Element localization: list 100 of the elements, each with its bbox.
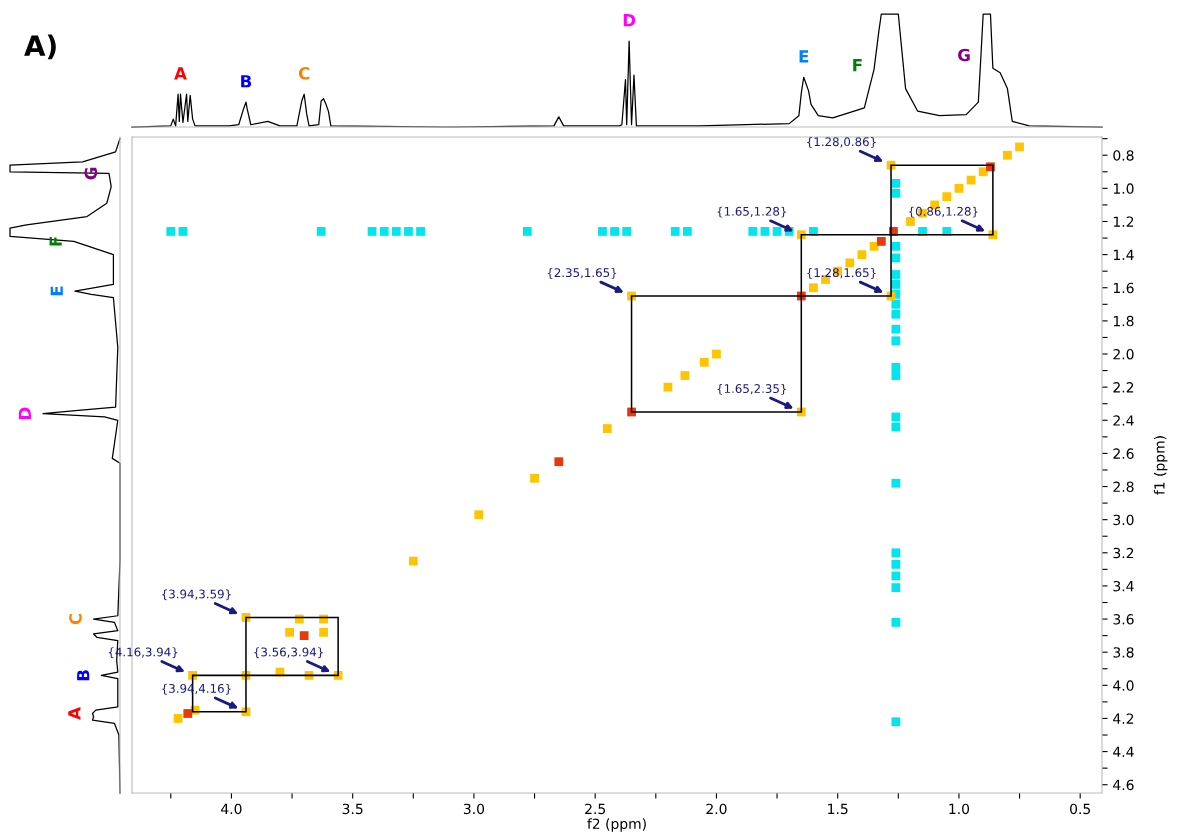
point [522,227,532,236]
point [857,250,867,260]
point [712,349,721,359]
text: A) [24,34,56,60]
point [285,627,295,637]
point [891,571,901,581]
annotation: {1.28,0.86} [807,137,876,148]
point [598,227,607,236]
point [906,217,915,226]
point [876,236,886,246]
point [891,717,901,727]
point [891,422,901,432]
point [891,548,901,558]
x-tick-label: 0.5 [1070,803,1091,815]
y-tick-label: 3.2 [1113,547,1134,559]
annotation: B [241,75,252,88]
point [845,258,855,268]
y-tick-label: 3.0 [1113,514,1134,526]
point [748,227,758,236]
annotation: D [623,14,636,27]
point [178,227,188,236]
point [809,283,818,293]
point [663,382,673,392]
y-tick-label: 1.2 [1113,216,1134,227]
x-tick-label: 2.5 [585,803,606,815]
annotation: E [50,286,63,296]
y-axis-title: f1 (ppm) [1153,436,1168,495]
x-tick-label: 2.0 [706,803,727,815]
y-tick-label: 4.0 [1113,680,1134,691]
point [319,627,328,637]
point [391,227,401,236]
y-tick-label: 1.0 [1113,183,1134,194]
point [978,167,988,177]
y-tick-label: 2.2 [1113,382,1134,393]
point [760,227,770,236]
x-tick-label: 4.0 [221,803,242,815]
x-tick-label: 3.5 [342,803,363,815]
point [408,556,418,566]
point [316,227,326,236]
y-tick-label: 2.4 [1113,415,1134,426]
point [416,227,425,236]
point [379,227,389,236]
annotation: G [958,48,970,62]
point [670,227,680,236]
y-tick-label: 2.6 [1113,448,1134,459]
annotation: F [853,59,862,72]
annotation: B [77,670,90,681]
y-tick-label: 2.0 [1113,348,1134,360]
point [891,583,901,592]
point [610,227,619,236]
annotation: G [84,167,98,180]
point [891,336,901,346]
point [173,714,183,723]
annotation: D [18,407,31,420]
point [891,560,901,569]
annotation: {2.35,1.65} [547,267,617,279]
y-tick-label: 1.6 [1113,282,1134,294]
point [942,192,952,202]
annotation: {3.94,3.59} [162,589,231,601]
point [622,227,632,236]
point [367,227,377,236]
annotation: A [174,67,187,80]
annotation: C [69,614,82,625]
point [891,362,901,372]
y-tick-label: 1.4 [1113,249,1134,260]
annotation: {1.65,1.28} [717,206,786,218]
x-tick-label: 3.0 [463,803,485,815]
point [404,227,413,236]
annotation: {3.56,3.94} [254,647,323,659]
point [772,227,782,236]
point [891,371,901,380]
point [1003,150,1012,160]
y-tick-label: 4.2 [1113,713,1134,724]
point [183,709,193,718]
point [299,631,309,641]
x-tick-label: 1.0 [949,803,970,815]
y-tick-label: 0.8 [1113,150,1134,161]
y-tick-label: 3.8 [1113,647,1134,658]
y-tick-label: 3.4 [1113,580,1134,592]
x-axis-title: f2 (ppm) [587,818,646,832]
annotation: E [799,50,809,63]
annotation: {1.65,2.35} [717,383,786,395]
point [891,478,901,488]
point [1015,142,1024,152]
point [166,227,176,236]
point [954,183,964,193]
y-tick-label: 4.4 [1113,746,1134,757]
point [891,309,901,319]
point [682,227,692,236]
y-tick-label: 4.6 [1113,779,1134,791]
point [891,324,901,334]
x-tick-label: 1.5 [828,803,848,815]
annotation: A [68,707,81,720]
annotation: C [298,67,310,80]
point [680,371,690,380]
point [474,510,484,520]
y-tick-label: 1.8 [1113,315,1134,327]
y-tick-label: 3.6 [1113,614,1134,625]
y-tick-label: 2.8 [1113,481,1134,493]
point [891,299,901,309]
